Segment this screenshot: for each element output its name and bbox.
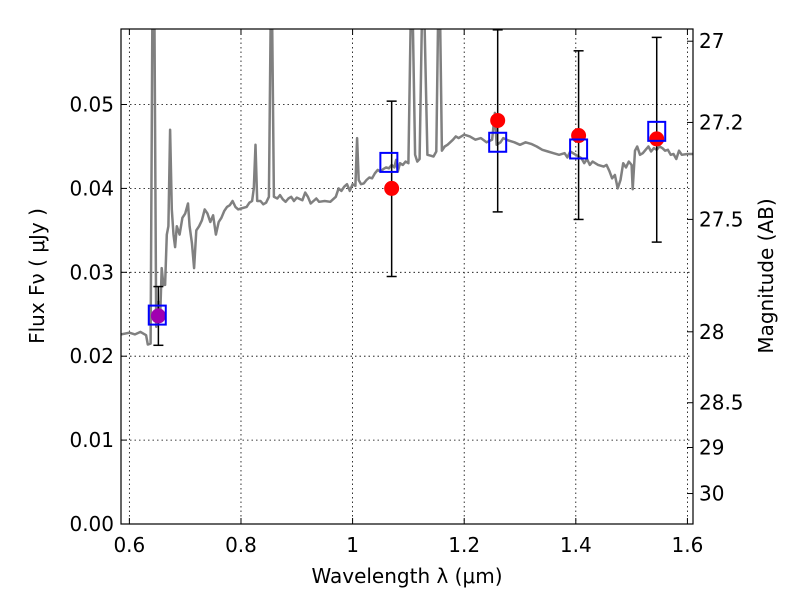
x-tick-label: 1.4 [560, 533, 592, 557]
x-tick-label: 1 [346, 533, 359, 557]
x-axis-ticks: 0.6 0.8 1 1.2 1.4 1.6 [113, 29, 703, 557]
x-tick-label: 1.6 [672, 533, 704, 557]
model-point [647, 120, 667, 142]
error-bars [153, 29, 662, 347]
magnitude-tick-label: 28 [699, 320, 724, 344]
y-tick-label: 0.02 [69, 344, 114, 368]
observed-points [150, 112, 665, 324]
observed-point [571, 128, 587, 144]
magnitude-axis-label: Magnitude (AB) [754, 198, 778, 353]
y-tick-label: 0.01 [69, 428, 114, 452]
magnitude-tick-label: 27 [699, 29, 724, 53]
x-axis-label: Wavelength λ (μm) [311, 564, 502, 588]
model-spectrum-line [121, 29, 693, 346]
magnitude-tick-label: 27.5 [699, 207, 744, 231]
magnitude-tick-label: 28.5 [699, 391, 744, 415]
y-tick-label: 0.00 [69, 512, 114, 536]
y-axis-ticks: 0.00 0.01 0.02 0.03 0.04 0.05 [69, 93, 127, 536]
x-tick-label: 1.2 [448, 533, 480, 557]
magnitude-axis-ticks: 27 27.2 27.5 28 28.5 29 30 [687, 29, 744, 506]
magnitude-tick-label: 30 [699, 482, 724, 506]
y-tick-label: 0.03 [69, 260, 114, 284]
model-point [379, 151, 399, 173]
observed-point [490, 112, 506, 128]
y-tick-label: 0.04 [69, 176, 114, 200]
grid-lines [121, 29, 693, 524]
magnitude-tick-label: 29 [699, 435, 724, 459]
plot-frame [120, 28, 694, 525]
x-tick-label: 0.8 [225, 533, 257, 557]
model-point [569, 138, 589, 160]
observed-point [150, 308, 166, 324]
model-point [488, 131, 508, 153]
observed-point [649, 131, 665, 147]
model-point [147, 304, 167, 326]
y-axis-label: Flux Fν ( μJy ) [25, 208, 49, 344]
y-tick-label: 0.05 [69, 93, 114, 117]
x-tick-label: 0.6 [113, 533, 145, 557]
observed-point [384, 180, 400, 196]
magnitude-tick-label: 27.2 [699, 110, 744, 134]
model-points [147, 120, 667, 326]
